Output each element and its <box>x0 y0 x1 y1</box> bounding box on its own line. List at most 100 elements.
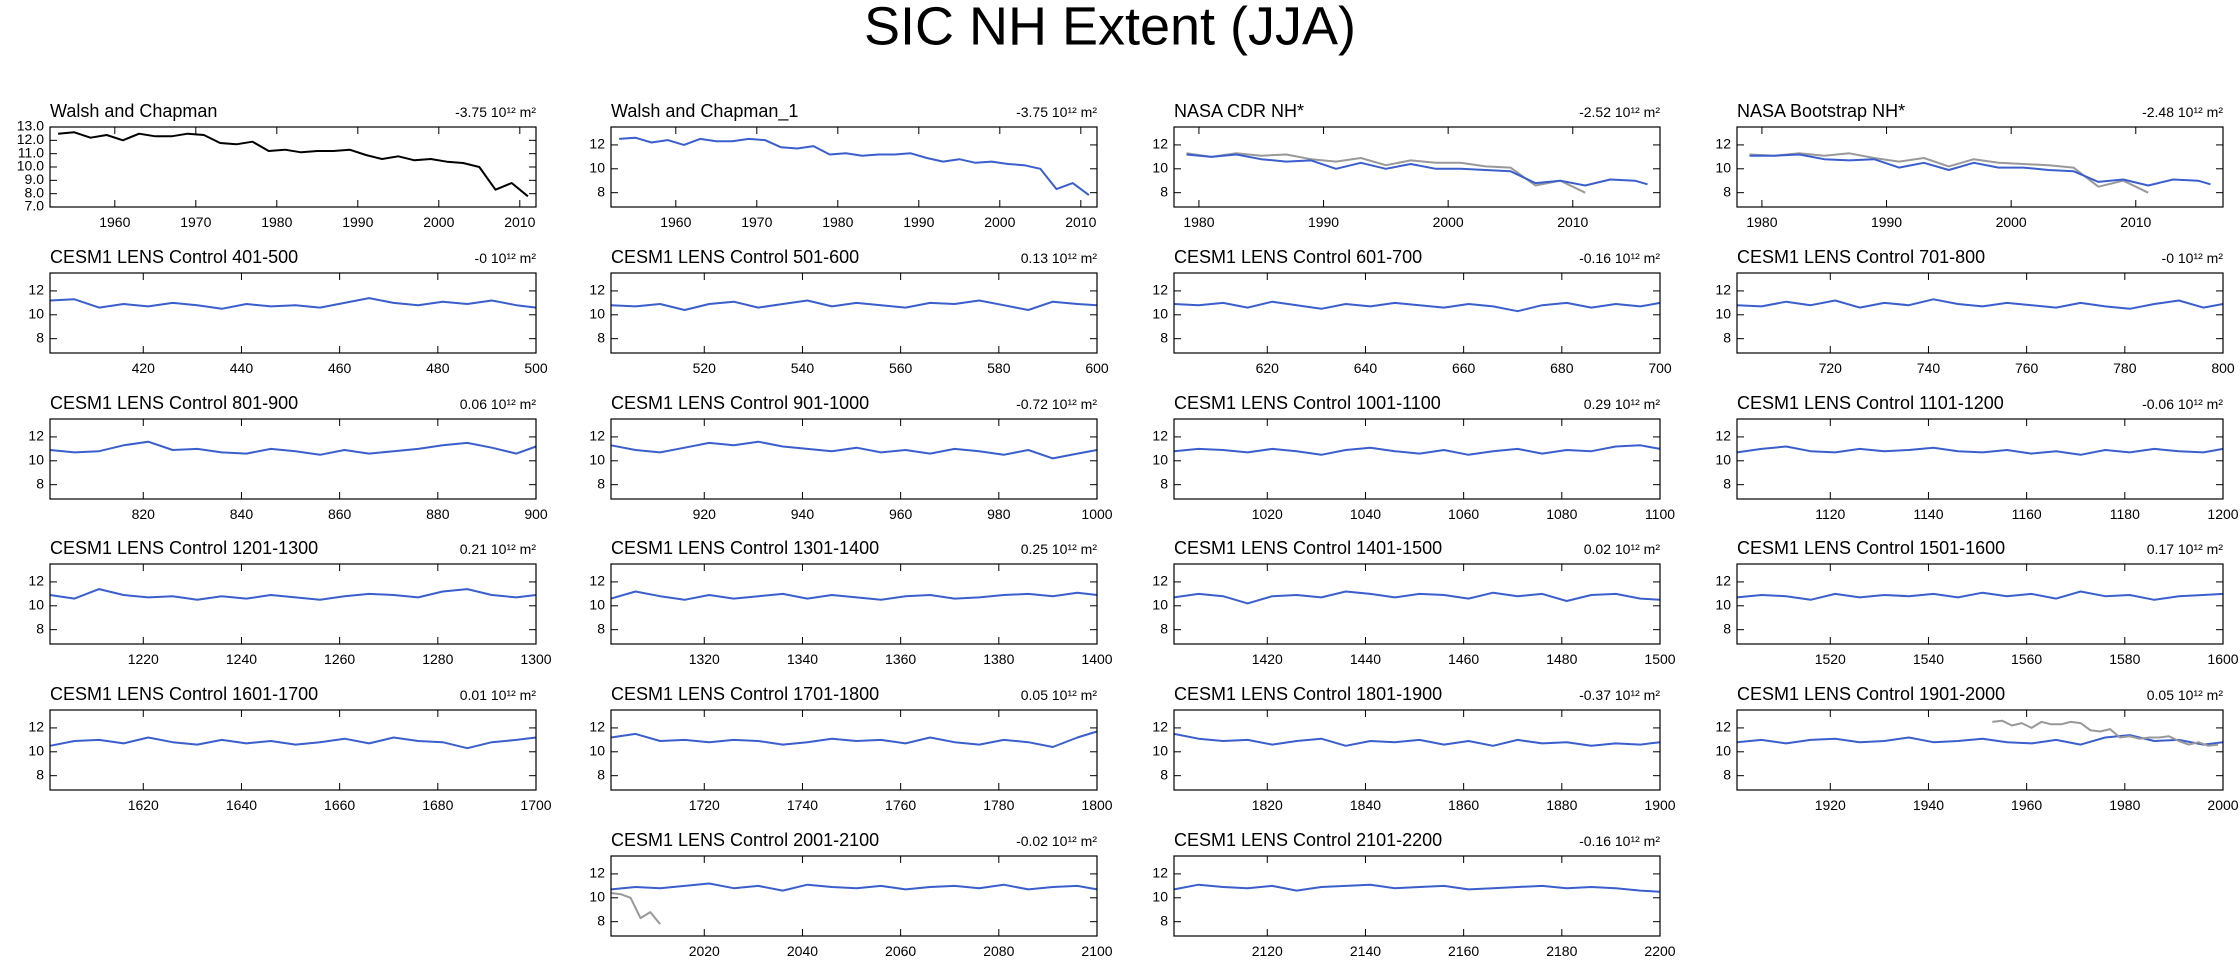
y-tick-label: 12 <box>1152 428 1168 444</box>
x-tick-label: 580 <box>987 360 1011 376</box>
x-tick-label: 1820 <box>1252 797 1283 813</box>
x-tick-label: 1840 <box>1350 797 1381 813</box>
y-tick-label: 11.0 <box>18 144 44 160</box>
series-line <box>49 297 537 310</box>
y-tick-label: 8.0 <box>25 184 45 200</box>
panel-title: CESM1 LENS Control 1201-1300 <box>50 538 318 558</box>
plot-frame <box>49 563 537 645</box>
trend-annotation: -0.72 10¹² m² <box>1016 396 1097 412</box>
y-tick-label: 10 <box>589 742 605 758</box>
x-tick-label: 1220 <box>128 651 159 667</box>
trend-annotation: 0.13 10¹² m² <box>1021 250 1098 266</box>
x-tick-label: 600 <box>1085 360 1109 376</box>
series-line <box>1173 732 1661 747</box>
x-tick-label: 1980 <box>1183 214 1214 230</box>
y-tick-label: 10.0 <box>17 158 44 174</box>
y-tick-label: 10 <box>1715 596 1731 612</box>
x-tick-label: 2080 <box>983 943 1014 959</box>
y-tick-label: 12 <box>1152 865 1168 881</box>
trend-annotation: -2.48 10¹² m² <box>2142 104 2223 120</box>
panel-title: CESM1 LENS Control 901-1000 <box>611 393 869 413</box>
y-tick-label: 7.0 <box>25 198 45 214</box>
x-tick-label: 2060 <box>885 943 916 959</box>
x-tick-label: 760 <box>2015 360 2039 376</box>
y-tick-label: 10 <box>1715 742 1731 758</box>
x-tick-label: 680 <box>1550 360 1574 376</box>
trend-annotation: 0.21 10¹² m² <box>460 541 537 557</box>
series-line <box>1173 444 1661 456</box>
x-tick-label: 440 <box>230 360 254 376</box>
x-tick-label: 2100 <box>1081 943 1112 959</box>
y-tick-label: 8 <box>597 766 605 782</box>
panel-title: CESM1 LENS Control 1901-2000 <box>1737 684 2005 704</box>
plot-frame <box>1173 418 1661 500</box>
y-tick-label: 10 <box>1715 159 1731 175</box>
y-tick-label: 12 <box>1715 136 1731 152</box>
x-tick-label: 1660 <box>324 797 355 813</box>
x-tick-label: 1300 <box>520 651 551 667</box>
series-line <box>49 440 537 456</box>
plot-frame <box>1736 709 2224 791</box>
x-tick-label: 2180 <box>1546 943 1577 959</box>
x-tick-label: 1320 <box>689 651 720 667</box>
trend-annotation: -2.52 10¹² m² <box>1579 104 1660 120</box>
x-tick-label: 1380 <box>983 651 1014 667</box>
y-tick-label: 12 <box>1715 719 1731 735</box>
x-tick-label: 1700 <box>520 797 551 813</box>
x-tick-label: 2000 <box>2207 797 2238 813</box>
y-tick-label: 8 <box>36 475 44 491</box>
y-tick-label: 8 <box>1723 766 1731 782</box>
x-tick-label: 860 <box>328 506 352 522</box>
y-tick-label: 12.0 <box>17 131 44 147</box>
x-tick-label: 1520 <box>1815 651 1846 667</box>
series-line <box>49 588 537 601</box>
x-tick-label: 900 <box>524 506 548 522</box>
trend-annotation: 0.05 10¹² m² <box>2147 687 2224 703</box>
panel-title: CESM1 LENS Control 1801-1900 <box>1174 684 1442 704</box>
y-tick-label: 8 <box>1723 620 1731 636</box>
x-tick-label: 1140 <box>1913 506 1943 522</box>
series-line <box>610 299 1098 311</box>
y-tick-label: 8 <box>1723 183 1731 199</box>
trend-annotation: -0.37 10¹² m² <box>1579 687 1660 703</box>
x-tick-label: 1460 <box>1448 651 1479 667</box>
trend-annotation: 0.17 10¹² m² <box>2147 541 2224 557</box>
plot-frame <box>610 855 1098 937</box>
y-tick-label: 8 <box>597 475 605 491</box>
x-tick-label: 1160 <box>2012 506 2042 522</box>
y-tick-label: 12 <box>1715 573 1731 589</box>
series-line <box>1736 298 2224 310</box>
trend-annotation: 0.05 10¹² m² <box>1021 687 1098 703</box>
x-tick-label: 960 <box>889 506 913 522</box>
y-tick-label: 12 <box>1152 719 1168 735</box>
x-tick-label: 1620 <box>128 797 159 813</box>
y-tick-label: 10 <box>28 596 44 612</box>
series-line <box>610 590 1098 601</box>
x-tick-label: 1720 <box>689 797 720 813</box>
panel-title: NASA CDR NH* <box>1174 101 1304 121</box>
x-tick-label: 1120 <box>1815 506 1845 522</box>
x-tick-label: 1970 <box>741 214 772 230</box>
x-tick-label: 1860 <box>1448 797 1479 813</box>
x-tick-label: 1970 <box>180 214 211 230</box>
y-tick-label: 8 <box>36 766 44 782</box>
x-tick-label: 1980 <box>1746 214 1777 230</box>
x-tick-label: 1560 <box>2011 651 2042 667</box>
series-line <box>619 136 1090 196</box>
x-tick-label: 1960 <box>2011 797 2042 813</box>
plot-frame <box>1736 563 2224 645</box>
x-tick-label: 720 <box>1819 360 1843 376</box>
panel-title: CESM1 LENS Control 1701-1800 <box>611 684 879 704</box>
y-tick-label: 10 <box>28 742 44 758</box>
plot-frame <box>1173 126 1661 208</box>
y-tick-label: 8 <box>36 329 44 345</box>
series-line <box>1173 883 1661 893</box>
y-tick-label: 8 <box>1160 766 1168 782</box>
panel-title: CESM1 LENS Control 2001-2100 <box>611 830 879 850</box>
y-tick-label: 10 <box>1152 742 1168 758</box>
series-line <box>610 892 661 925</box>
x-tick-label: 1400 <box>1081 651 1112 667</box>
x-tick-label: 2120 <box>1252 943 1283 959</box>
series-line <box>1736 590 2224 601</box>
x-tick-label: 1540 <box>1913 651 1944 667</box>
